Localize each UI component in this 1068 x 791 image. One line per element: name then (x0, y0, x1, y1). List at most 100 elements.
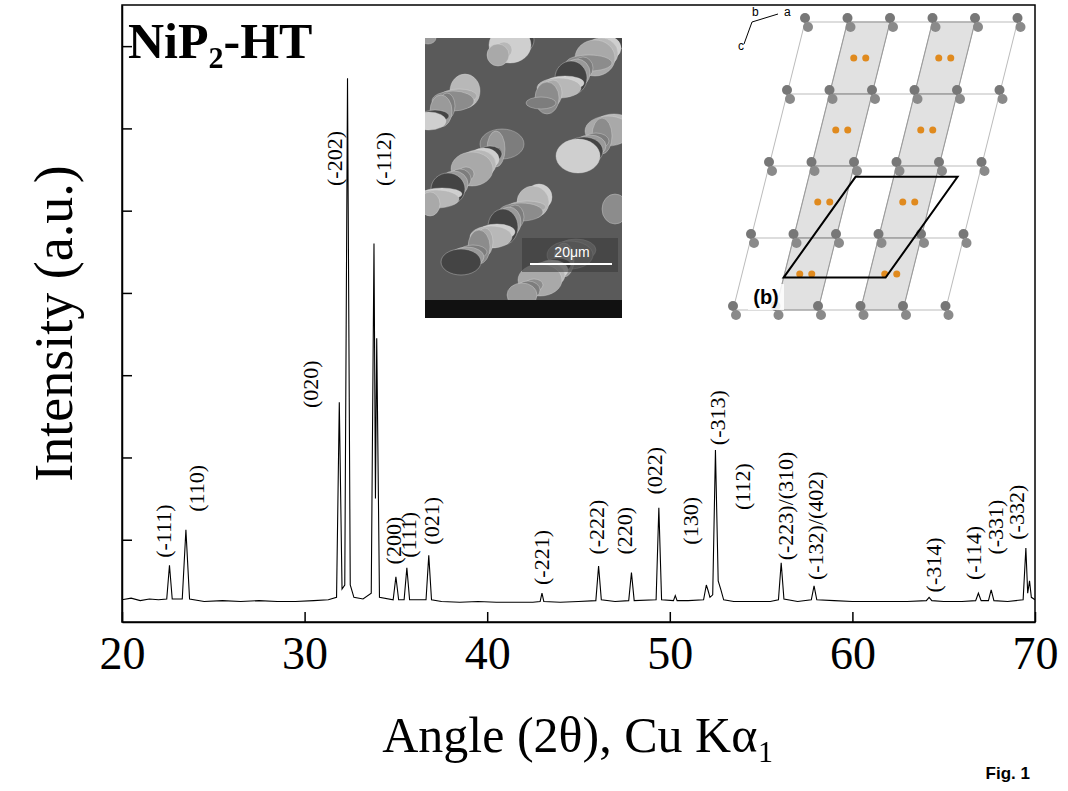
p-atom (832, 127, 839, 134)
tick-mark (852, 612, 854, 622)
plot-area (122, 78, 1035, 602)
peak-label: (-221) (529, 530, 554, 585)
p-atom (796, 271, 803, 278)
peak-label: (021) (419, 497, 444, 545)
scale-bar-label: 20μm (554, 244, 589, 260)
panel-label: (b) (753, 286, 779, 308)
p-atom (808, 271, 815, 278)
ni-atom (782, 85, 792, 95)
axis-line (123, 622, 1036, 624)
ni-atom (789, 229, 799, 239)
ni-atom (877, 238, 887, 248)
bond (751, 238, 964, 239)
sem-grain (526, 97, 556, 109)
axis-arrow (744, 22, 752, 44)
polyhedron (776, 238, 837, 310)
p-atom (911, 199, 918, 206)
ni-atom (846, 22, 856, 32)
ni-atom (803, 22, 813, 32)
bond (787, 94, 1000, 95)
ni-atom (834, 238, 844, 248)
sem-grain (602, 194, 622, 224)
ni-atom (825, 85, 835, 95)
ni-atom (937, 166, 947, 176)
scale-bar (530, 263, 612, 265)
tick-mark (122, 293, 132, 295)
tick-label: 60 (830, 628, 876, 679)
peak-label: (-314) (921, 537, 946, 592)
sem-info-strip (425, 300, 622, 318)
p-atom (899, 199, 906, 206)
peak-label: (-112) (371, 132, 396, 186)
peak-label: (110) (184, 465, 209, 512)
sem-inset (425, 38, 622, 318)
sem-grain (487, 44, 509, 66)
ni-atom (980, 166, 990, 176)
ni-atom (828, 94, 838, 104)
ni-atom (959, 229, 969, 239)
tick: 70 (1013, 612, 1059, 679)
axis-line (122, 6, 124, 623)
axis-letter: c (738, 39, 744, 53)
ni-atom (919, 238, 929, 248)
ni-atom (764, 157, 774, 167)
peak-label: (-222) (584, 500, 609, 555)
p-atom (929, 127, 936, 134)
y-axis-title: Intensity (a.u.) (24, 165, 84, 481)
ni-atom (728, 301, 738, 311)
ni-atom (746, 229, 756, 239)
ni-atom (731, 310, 741, 320)
polyhedron (830, 22, 891, 94)
y-axis (122, 6, 132, 623)
p-atom (917, 127, 924, 134)
ni-atom (767, 166, 777, 176)
peak-label: (-313) (705, 390, 730, 445)
bond (769, 166, 982, 167)
ni-atom (888, 22, 898, 32)
ni-atom (955, 94, 965, 104)
p-atom (850, 55, 857, 62)
sem-grain (425, 38, 436, 44)
ni-atom (934, 157, 944, 167)
polyhedron (861, 238, 922, 310)
tick (122, 457, 132, 458)
ni-atom (843, 13, 853, 23)
tick-mark (122, 375, 132, 377)
tick: 50 (647, 612, 693, 679)
p-atom (935, 55, 942, 62)
ni-atom (1013, 13, 1023, 23)
ni-atom (785, 94, 795, 104)
ni-atom (944, 310, 954, 320)
structure-inset (728, 13, 1026, 320)
ni-atom (892, 157, 902, 167)
peak-label: (112) (730, 463, 755, 510)
tick-label: 40 (465, 628, 511, 679)
ni-atom (1016, 22, 1026, 32)
ni-atom (898, 301, 908, 311)
tick-mark (122, 210, 132, 212)
ni-atom (831, 229, 841, 239)
sem-grain (425, 112, 446, 130)
ni-atom (952, 85, 962, 95)
tick-mark (670, 612, 672, 622)
sem-background (425, 38, 622, 318)
ni-atom (998, 94, 1008, 104)
p-atom (844, 127, 851, 134)
p-atom (814, 199, 821, 206)
ni-atom (962, 238, 972, 248)
peak-label: (111) (396, 512, 421, 558)
ni-atom (867, 85, 877, 95)
tick (122, 540, 132, 541)
ni-atom (792, 238, 802, 248)
ni-atom (749, 238, 759, 248)
ni-atom (852, 166, 862, 176)
p-atom (826, 199, 833, 206)
tick-label: 30 (282, 628, 328, 679)
tick (122, 375, 132, 376)
ni-atom (931, 22, 941, 32)
ni-atom (895, 166, 905, 176)
sem-grain (556, 139, 600, 173)
tick-label: 50 (647, 628, 693, 679)
ni-atom (910, 85, 920, 95)
xrd-pattern (122, 78, 1035, 602)
